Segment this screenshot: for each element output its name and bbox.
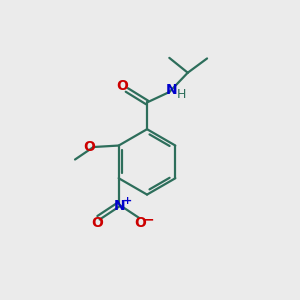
Text: H: H (177, 88, 187, 101)
Text: N: N (166, 83, 178, 97)
Text: O: O (83, 140, 95, 154)
Text: O: O (116, 80, 128, 93)
Text: −: − (142, 212, 154, 226)
Text: N: N (113, 199, 125, 213)
Text: O: O (91, 216, 103, 230)
Text: O: O (134, 216, 146, 230)
Text: +: + (122, 196, 132, 206)
